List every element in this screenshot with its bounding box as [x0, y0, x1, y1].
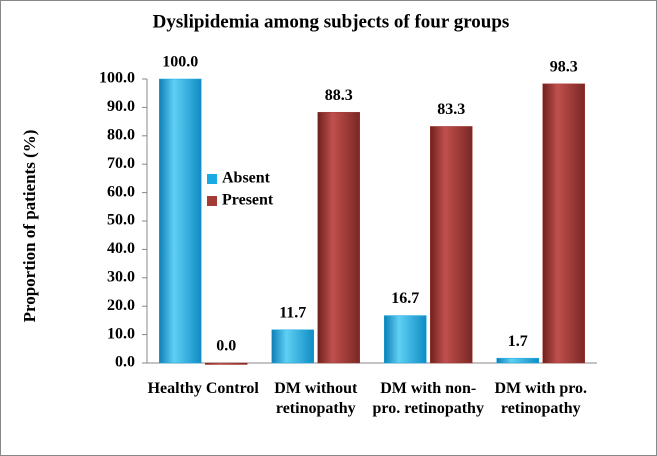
bar: [430, 126, 473, 364]
data-label: 83.3: [437, 101, 465, 118]
y-tick-label: 40.0: [107, 240, 135, 257]
data-label: 11.7: [279, 304, 306, 321]
legend-swatch: [207, 196, 217, 206]
y-tick-label: 10.0: [107, 325, 135, 342]
bar: [542, 83, 585, 364]
bar: [159, 78, 202, 364]
y-tick-label: 80.0: [107, 126, 135, 143]
data-label: 88.3: [325, 87, 353, 104]
y-tick-label: 0.0: [115, 354, 135, 371]
bar: [271, 329, 314, 364]
x-tick-label: DM with non-pro. retinopathy: [372, 380, 484, 417]
data-label: 16.7: [391, 290, 419, 307]
y-tick-label: 90.0: [107, 98, 135, 115]
legend-label: Absent: [222, 170, 271, 187]
x-tick-label: Healthy Control: [147, 380, 259, 397]
legend-label: Present: [222, 192, 274, 209]
data-label: 98.3: [550, 58, 578, 75]
data-label: 1.7: [508, 333, 528, 350]
y-tick-label: 100.0: [99, 70, 135, 87]
y-tick-label: 70.0: [107, 155, 135, 172]
chart-title: Dyslipidemia among subjects of four grou…: [153, 11, 510, 32]
x-tick-label: DM with pro. retinopathy: [494, 380, 588, 417]
x-tick-label: DM without retinopathy: [274, 380, 358, 417]
bar: [496, 357, 539, 364]
y-tick-label: 60.0: [107, 183, 135, 200]
y-axis-label: Proportion of patients (%): [20, 130, 39, 323]
data-label: 0.0: [216, 338, 236, 355]
bar: [205, 362, 248, 365]
y-tick-label: 30.0: [107, 268, 135, 285]
data-label: 100.0: [162, 54, 198, 71]
y-tick-label: 20.0: [107, 297, 135, 314]
legend-swatch: [207, 174, 217, 184]
y-tick-label: 50.0: [107, 212, 135, 229]
bar: [317, 111, 360, 364]
bar: [384, 315, 427, 364]
